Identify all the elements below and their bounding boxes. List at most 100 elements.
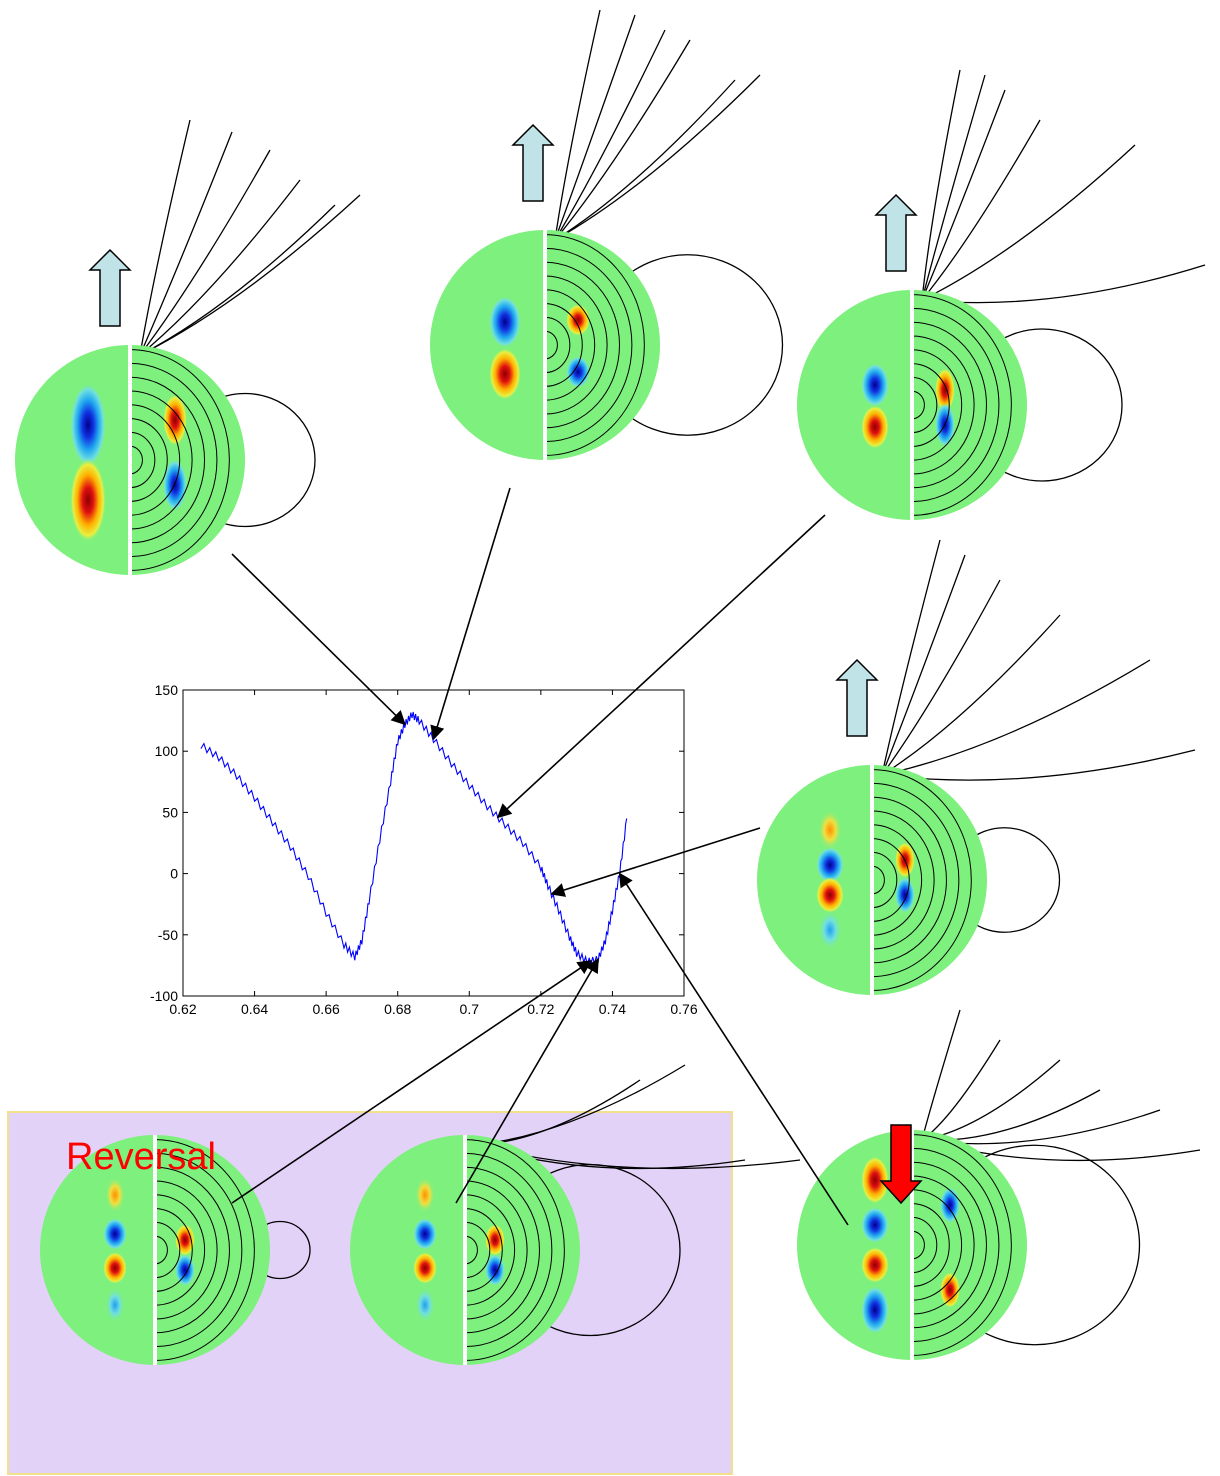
field-blob [895,877,915,913]
field-line [554,14,636,241]
field-contour [129,418,168,502]
field-blob [861,405,889,449]
y-tick-label: -100 [150,988,178,1004]
field-contour [871,838,910,922]
field-contour [544,316,571,374]
field-contour [911,321,987,489]
up-arrow-icon [835,658,879,737]
up-arrow-icon [874,193,918,272]
field-blob [105,1287,125,1323]
y-tick-label: 0 [170,866,178,882]
field-contour [871,769,972,991]
field-contour [544,289,596,401]
snapshot-2 [430,9,784,460]
connector-arrow [231,553,406,726]
field-contour [911,1134,1012,1356]
field-line [139,194,361,356]
field-blob [70,458,106,542]
field-contour [911,335,975,475]
field-line [881,749,1196,781]
field-line [881,554,966,776]
up-arrow-icon [511,123,555,202]
field-blob [861,1247,889,1283]
field-line [554,9,601,241]
field-line [139,149,271,356]
field-blob [103,1252,127,1284]
field-contour [129,431,156,489]
field-contour [129,362,218,558]
y-tick-label: 100 [155,743,179,759]
field-blob [818,810,842,850]
field-contour [464,1152,553,1348]
x-tick-label: 0.7 [460,1001,480,1017]
field-line [921,1039,1001,1141]
field-contour [911,1203,950,1287]
field-blob [413,1218,437,1250]
field-blob [70,383,106,467]
field-blob [485,1254,505,1286]
field-blob [816,847,844,883]
field-line [139,119,191,356]
field-blob [163,394,187,446]
field-contour [154,1194,206,1306]
connector-arrow [430,487,511,741]
field-contour [911,1161,987,1329]
snapshot-7 [797,1009,1201,1360]
snapshot-6 [350,1064,801,1365]
field-line [921,74,986,301]
field-contour [129,445,143,475]
field-contour [464,1166,540,1334]
x-tick-label: 0.76 [670,1001,697,1017]
field-line [921,1059,1061,1141]
connector-arrow [455,958,599,1204]
field-contour [911,363,950,447]
field-contour [544,330,558,360]
field-blob [103,1218,127,1250]
field-line [554,79,736,241]
field-contour [154,1166,230,1334]
snapshots-layer [15,9,1206,1365]
field-blob [861,1156,889,1204]
field-line [554,29,666,241]
snapshot-1 [15,119,361,575]
x-tick-label: 0.62 [169,1001,196,1017]
field-line [881,659,1151,776]
field-blob [816,877,844,913]
connector-arrow [550,827,761,897]
snapshot-4 [757,539,1196,995]
field-line [554,74,761,241]
field-contour [871,782,960,978]
field-line [921,264,1206,304]
field-contour [544,261,620,429]
field-line [921,119,1041,301]
field-contour [129,404,181,516]
field-line [881,614,1061,776]
field-contour [911,376,938,434]
field-line [881,579,1001,776]
field-blob [489,348,521,400]
field-blob [566,356,590,388]
field-contour [154,1208,193,1292]
x-tick-label: 0.66 [313,1001,340,1017]
field-contour [911,1216,938,1274]
field-line [921,144,1136,301]
field-contour [871,865,885,895]
field-line [139,179,301,356]
field-contour [154,1180,218,1320]
field-blob [489,296,521,348]
down-arrow-icon [879,1124,923,1205]
field-contour [129,390,193,530]
snapshot-5 [40,1135,311,1365]
field-contour [464,1194,516,1306]
field-blob [861,1207,889,1243]
field-blob [175,1254,195,1286]
field-line [921,69,961,301]
field-contour [544,275,608,415]
connector-arrow [618,872,849,1226]
x-tick-label: 0.68 [384,1001,411,1017]
field-blob [415,1177,435,1213]
field-contour [464,1221,491,1279]
field-blob [940,1187,960,1223]
field-blob [105,1177,125,1213]
field-contour [871,796,947,964]
